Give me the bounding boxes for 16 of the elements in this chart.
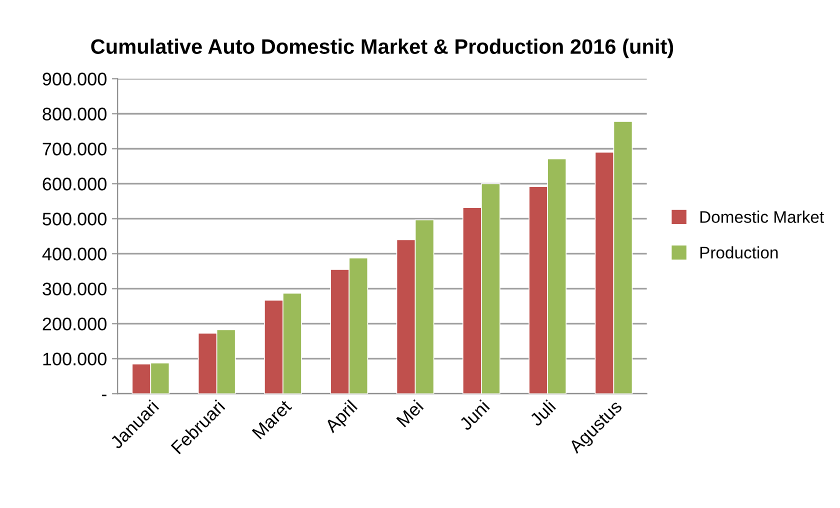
y-tick-label: - (102, 394, 106, 396)
x-tick-label: Juli (528, 399, 556, 427)
y-tick-label: 200.000 (42, 318, 106, 330)
y-tick-label: 800.000 (42, 108, 106, 120)
y-tick-label: 900.000 (42, 72, 106, 86)
y-tick-label: 300.000 (42, 282, 106, 296)
y-tick-label: 100.000 (43, 352, 106, 366)
x-tick-label: Juni (458, 399, 490, 432)
y-tick-label: 500.000 (42, 212, 106, 226)
legend-label: Domestic Market (700, 210, 824, 223)
y-tick-label: 700.000 (42, 142, 106, 156)
chart-title: Cumulative Auto Domestic Market & Production 2016 (unit) (91, 38, 674, 58)
y-tick-label: 600.000 (42, 178, 106, 190)
y-tick-label: 400.000 (42, 248, 106, 260)
x-tick-label: Mei (396, 399, 424, 428)
legend-label: Production (700, 246, 778, 259)
